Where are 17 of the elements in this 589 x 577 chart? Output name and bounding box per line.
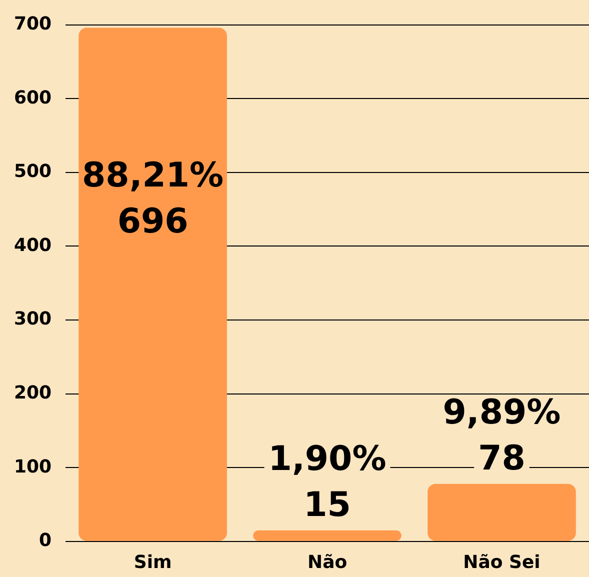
x-tick-label: Não Sei: [463, 552, 540, 573]
bar: [428, 484, 576, 541]
data-label: 9,89% 78: [442, 392, 561, 479]
y-tick-label: 500: [14, 161, 52, 182]
y-tick-label: 100: [14, 456, 52, 478]
y-tick-label: 300: [14, 308, 52, 330]
bar: [253, 530, 402, 541]
x-tick-label: Sim: [134, 552, 172, 573]
y-tick-label: 600: [14, 87, 52, 108]
bar: [78, 28, 227, 541]
y-tick-label: 200: [14, 382, 52, 404]
x-tick-label: Não: [308, 552, 348, 573]
y-tick-label: 400: [14, 234, 52, 256]
y-tick-label: 700: [14, 13, 52, 34]
y-tick-label: 0: [39, 530, 52, 552]
data-label: 1,90% 15: [268, 439, 386, 526]
data-label: 88,21% 696: [82, 156, 224, 242]
